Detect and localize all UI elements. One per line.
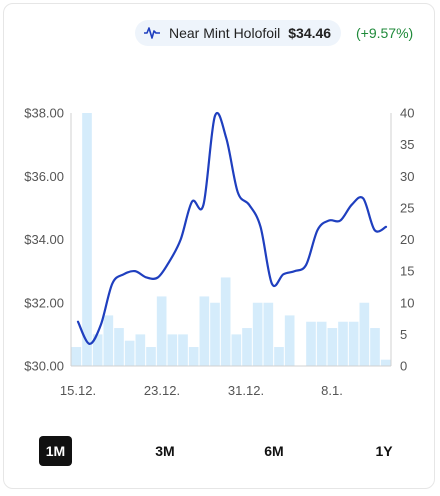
volume-bar	[71, 347, 82, 366]
volume-bar	[220, 277, 231, 366]
line-chart-icon	[143, 26, 161, 40]
range-1y-button[interactable]: 1Y	[375, 443, 393, 459]
y-right-tick-label: 40	[400, 106, 414, 121]
volume-bar	[82, 113, 92, 366]
volume-bar	[380, 359, 391, 367]
range-1m-button[interactable]: 1M	[39, 436, 72, 466]
y-right-tick-label: 35	[400, 137, 414, 152]
x-tick-label: 31.12.	[228, 383, 264, 398]
volume-bar	[114, 328, 124, 366]
volume-bar	[327, 328, 338, 366]
volume-bar	[252, 302, 263, 366]
volume-bar	[167, 334, 178, 367]
price-line	[76, 112, 388, 345]
volume-bar	[178, 334, 188, 367]
volume-bar	[156, 296, 167, 367]
volume-bars	[71, 113, 391, 367]
y-right-tick-label: 20	[400, 232, 414, 247]
volume-bar	[231, 334, 242, 367]
volume-bar	[348, 321, 359, 366]
x-tick-label: 23.12.	[144, 383, 180, 398]
volume-bar	[103, 315, 114, 366]
y-right-tick-label: 30	[400, 169, 414, 184]
price-change: (+9.57%)	[356, 25, 414, 41]
y-right-tick-label: 10	[400, 295, 414, 310]
volume-bar	[274, 347, 284, 366]
volume-bar	[359, 302, 370, 366]
volume-bar	[242, 328, 252, 366]
x-tick-label: 8.1.	[321, 383, 343, 398]
volume-bar	[306, 321, 316, 366]
y-left-tick-label: $38.00	[24, 106, 64, 121]
price-history-card	[3, 3, 435, 489]
volume-bar	[135, 334, 146, 367]
volume-bar	[188, 347, 199, 366]
variant-label: Near Mint Holofoil	[169, 25, 281, 41]
y-right-tick-label: 15	[400, 264, 414, 279]
variant-price-pill: Near Mint Holofoil $34.46	[135, 20, 342, 46]
range-3m-button[interactable]: 3M	[155, 443, 175, 459]
y-right-tick-label: 25	[400, 200, 414, 215]
volume-bar	[316, 321, 327, 366]
current-price: $34.46	[288, 25, 332, 41]
x-axis: 15.12. 23.12. 31.12. 8.1.	[60, 383, 343, 398]
y-right-tick-label: 0	[400, 359, 407, 374]
volume-bar	[124, 340, 135, 366]
y-right-tick-label: 5	[400, 327, 407, 342]
price-volume-chart: $30.00 $32.00 $34.00 $36.00 $38.00 0 5 10 15 20 2…	[24, 106, 414, 399]
y-left-tick-label: $34.00	[24, 232, 64, 247]
range-6m-button[interactable]: 6M	[264, 443, 284, 459]
volume-bar	[284, 315, 295, 366]
y-axis-left: $30.00 $32.00 $34.00 $36.00 $38.00	[24, 106, 64, 374]
volume-bar	[338, 321, 348, 366]
y-left-tick-label: $32.00	[24, 295, 64, 310]
volume-bar	[92, 334, 103, 367]
volume-bar	[263, 302, 274, 366]
y-left-tick-label: $36.00	[24, 169, 64, 184]
volume-bar	[210, 302, 220, 366]
volume-bar	[199, 296, 210, 367]
y-left-tick-label: $30.00	[24, 359, 64, 374]
x-tick-label: 15.12.	[60, 383, 96, 398]
volume-bar	[370, 328, 380, 366]
volume-bar	[146, 347, 156, 366]
y-axis-right: 0 5 10 15 20 25 30 35 40	[400, 106, 414, 374]
